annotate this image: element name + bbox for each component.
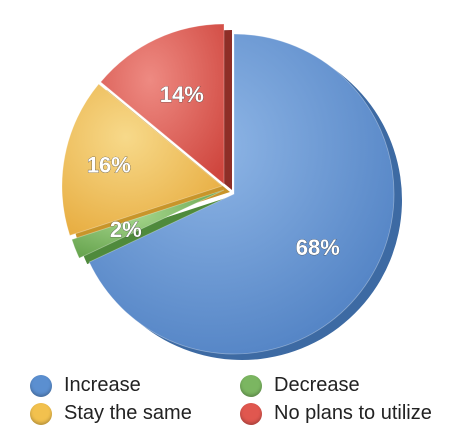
pie-chart: 68% 2% 16% 14%: [61, 23, 403, 360]
slice-label-decrease: 2%: [110, 217, 142, 242]
slice-labels: 68% 2% 16% 14%: [87, 82, 341, 261]
legend-item-decrease: Decrease: [240, 374, 360, 397]
slice-no-plans-to-utilize: [100, 23, 225, 185]
slice-decrease: [71, 189, 225, 259]
legend-swatch-increase: [30, 374, 52, 397]
slice-label-stay-the-same: 16%: [87, 152, 131, 177]
legend-item-increase: Increase: [30, 374, 141, 397]
slice-label-increase: 68%: [296, 235, 340, 260]
slice-label-no-plans-to-utilize: 14%: [160, 82, 204, 107]
slice-tops: [61, 23, 395, 355]
legend-swatch-no-plans: [240, 402, 262, 425]
legend-swatch-decrease: [240, 374, 262, 397]
legend-item-stay-same: Stay the same: [30, 402, 192, 425]
legend-item-no-plans: No plans to utilize: [240, 402, 432, 425]
slice-increase: [88, 33, 395, 355]
legend-label-decrease: Decrease: [274, 374, 360, 396]
legend-swatch-stay-same: [30, 402, 52, 425]
legend-label-stay-same: Stay the same: [64, 402, 192, 424]
legend-label-no-plans: No plans to utilize: [274, 402, 432, 424]
legend-label-increase: Increase: [64, 374, 141, 396]
slice-stay-the-same: [61, 83, 223, 236]
